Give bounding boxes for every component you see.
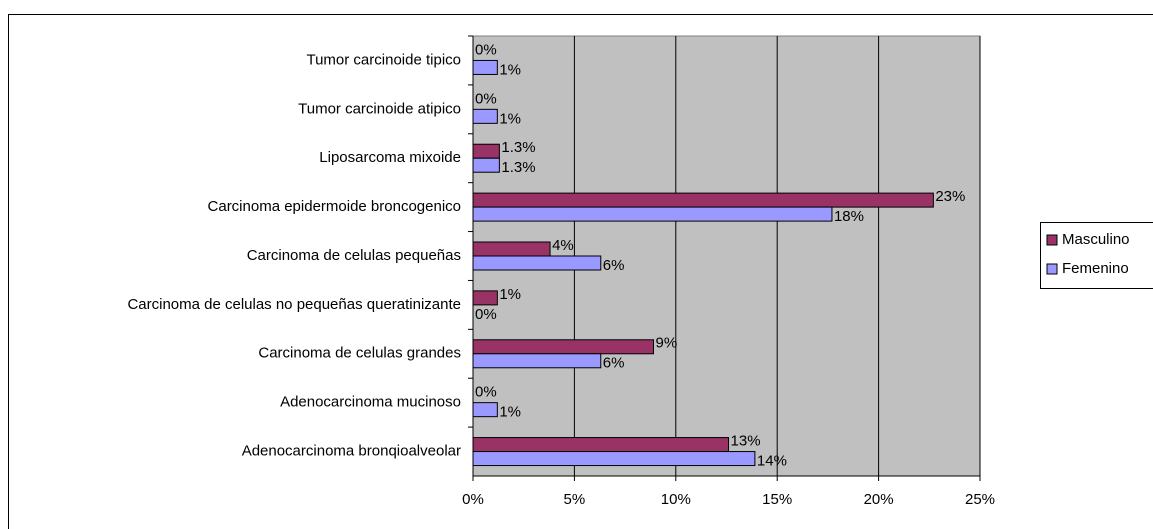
bar [472, 108, 498, 124]
bar [472, 353, 602, 369]
data-label: 9% [655, 335, 677, 352]
y-tick-label: Liposarcoma mixoide [319, 149, 461, 166]
y-tick-label: Tumor carcinoide tipico [306, 51, 461, 68]
legend-swatch [1046, 263, 1058, 275]
bar [472, 451, 756, 467]
data-label: 1.3% [501, 139, 535, 156]
bar [472, 339, 654, 355]
data-label: 0% [475, 384, 497, 401]
bar [472, 192, 934, 208]
y-tick-label: Carcinoma de celulas no pequeñas querati… [127, 296, 461, 313]
legend-label: Femenino [1062, 260, 1129, 277]
x-tick-label: 20% [864, 491, 894, 508]
y-tick-label: Adenocarcinoma mucinoso [280, 394, 461, 411]
bar [472, 402, 498, 418]
bar [472, 157, 500, 173]
y-tick-label: Tumor carcinoide atipico [298, 100, 461, 117]
legend [1040, 222, 1153, 289]
data-label: 6% [603, 257, 625, 274]
data-label: 13% [731, 433, 761, 450]
data-label: 18% [834, 208, 864, 225]
x-tick-label: 0% [462, 491, 484, 508]
bar [472, 143, 500, 159]
data-label: 0% [475, 41, 497, 58]
x-tick-label: 25% [965, 491, 995, 508]
data-label: 1% [499, 286, 521, 303]
bar [472, 59, 498, 75]
x-tick-label: 15% [762, 491, 792, 508]
data-label: 1% [499, 110, 521, 127]
data-label: 0% [475, 90, 497, 107]
x-tick-label: 5% [564, 491, 586, 508]
data-label: 1% [499, 404, 521, 421]
data-label: 23% [935, 188, 965, 205]
bar [472, 241, 551, 257]
data-label: 14% [757, 453, 787, 470]
data-label: 1.3% [501, 159, 535, 176]
x-tick-label: 10% [661, 491, 691, 508]
data-label: 6% [603, 355, 625, 372]
bar [472, 206, 833, 222]
data-label: 1% [499, 61, 521, 78]
legend-swatch [1046, 234, 1058, 246]
y-tick-label: Carcinoma epidermoide broncogenico [208, 198, 461, 215]
data-label: 4% [552, 237, 574, 254]
y-tick-label: Adenocarcinoma bronqioalveolar [242, 443, 461, 460]
legend-label: Masculino [1062, 231, 1130, 248]
y-tick-label: Carcinoma de celulas grandes [258, 345, 461, 362]
data-label: 0% [475, 306, 497, 323]
bar [472, 255, 602, 271]
bar [472, 290, 498, 306]
y-tick-label: Carcinoma de celulas pequeñas [247, 247, 461, 264]
bar [472, 437, 730, 453]
